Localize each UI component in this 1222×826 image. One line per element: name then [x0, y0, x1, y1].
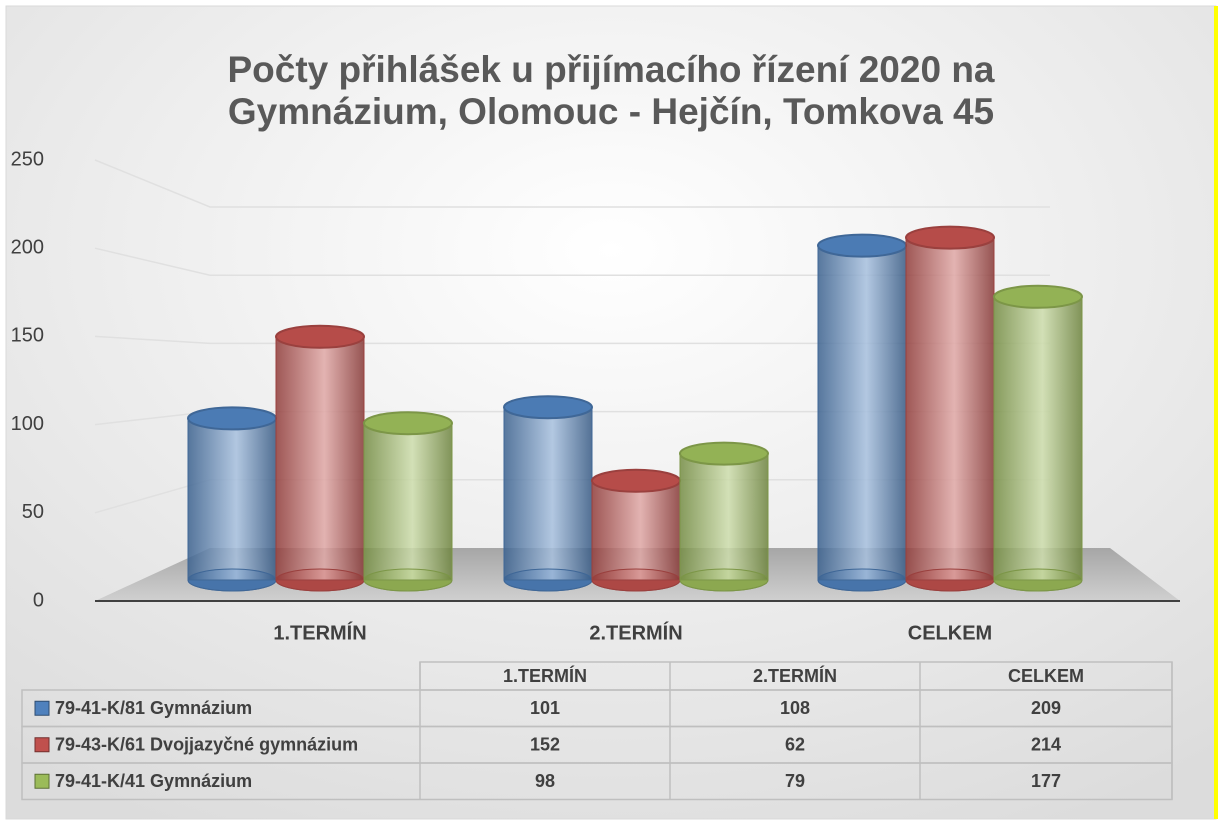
edge — [1214, 6, 1218, 819]
bar — [275, 336, 365, 581]
cylinder-top — [905, 225, 995, 250]
table-header: 1.TERMÍN — [503, 665, 587, 686]
bar — [679, 453, 769, 581]
legend-label: 79-43-K/61 Dvojjazyčné gymnázium — [55, 735, 358, 755]
legend-label: 79-41-K/41 Gymnázium — [55, 771, 252, 791]
chart-subtitle: Gymnázium, Olomouc - Hejčín, Tomkova 45 — [228, 91, 994, 132]
y-tick-label: 250 — [11, 148, 44, 170]
bar — [363, 422, 453, 581]
x-tick-label: 2.TERMÍN — [589, 621, 682, 644]
table-value: 62 — [785, 735, 805, 755]
bar — [187, 417, 277, 581]
table-value: 79 — [785, 771, 805, 791]
y-tick-label: 50 — [22, 501, 44, 523]
legend-swatch — [34, 773, 50, 789]
cylinder-bottom-front — [679, 568, 769, 592]
table-value: 177 — [1031, 771, 1061, 791]
table-header: CELKEM — [1008, 666, 1084, 686]
bar — [905, 237, 995, 581]
cylinder-top — [187, 406, 277, 431]
table-value: 214 — [1031, 735, 1061, 755]
chart-title: Počty přihlášek u přijímacího řízení 202… — [227, 49, 994, 90]
legend-label: 79-41-K/81 Gymnázium — [55, 698, 252, 718]
table-value: 209 — [1031, 698, 1061, 718]
cylinder-top — [275, 324, 365, 349]
table-header: 2.TERMÍN — [753, 665, 837, 686]
cylinder-top — [679, 441, 769, 466]
legend-swatch — [34, 700, 50, 716]
bar — [993, 296, 1083, 581]
bar — [591, 480, 681, 581]
x-tick-label: CELKEM — [908, 622, 992, 644]
x-tick-label: 1.TERMÍN — [273, 621, 366, 644]
cylinder-top — [591, 468, 681, 493]
cylinder-top — [817, 233, 907, 258]
table-row — [21, 762, 1173, 801]
y-tick-label: 150 — [11, 325, 44, 347]
y-tick-label: 0 — [33, 589, 44, 611]
y-tick-label: 200 — [11, 236, 44, 258]
table-value: 101 — [530, 698, 560, 718]
table-value: 108 — [780, 698, 810, 718]
cylinder-top — [993, 284, 1083, 309]
cylinder-bottom-front — [363, 568, 453, 592]
grid-line — [94, 335, 1050, 345]
cylinder-top — [503, 395, 593, 420]
table-value: 152 — [530, 735, 560, 755]
cylinder-bottom-front — [993, 568, 1083, 592]
legend-swatch — [34, 737, 50, 753]
bar — [817, 245, 907, 581]
table-value: 98 — [535, 771, 555, 791]
bar — [503, 406, 593, 581]
y-tick-label: 100 — [11, 413, 44, 435]
grid-line — [94, 247, 1050, 276]
grid-line — [94, 159, 1050, 208]
cylinder-top — [363, 411, 453, 436]
